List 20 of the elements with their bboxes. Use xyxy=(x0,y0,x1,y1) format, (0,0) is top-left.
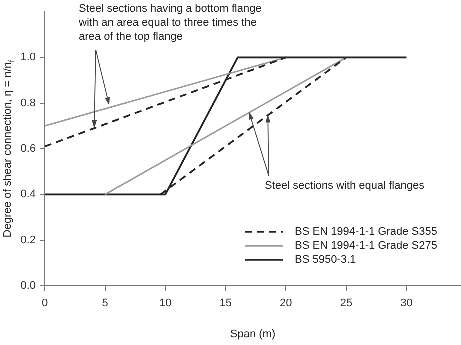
y-tick-label: 1.0 xyxy=(20,52,36,64)
x-tick-label: 20 xyxy=(280,298,292,310)
y-tick-label: 0.2 xyxy=(20,234,36,246)
y-tick-label: 0.6 xyxy=(20,143,36,156)
legend-label: BS EN 1994-1-1 Grade S355 xyxy=(295,226,438,238)
x-tick-label: 25 xyxy=(340,298,353,310)
x-tick-label: 15 xyxy=(220,298,232,310)
annotation: Steel sections with equal flanges xyxy=(265,180,426,192)
annotation: Steel sections having a bottom flange with an area equal to three times the area of the top flange xyxy=(78,3,262,43)
x-tick-label: 5 xyxy=(102,298,108,310)
legend-label: BS 5950-3.1 xyxy=(295,254,356,266)
y-axis-title: Degree of shear connection, η = n/nf xyxy=(2,60,16,238)
x-axis-title: Span (m) xyxy=(230,328,276,340)
y-tick-label: 0.0 xyxy=(20,280,36,292)
x-tick-label: 0 xyxy=(42,298,48,310)
y-tick-label: 0.8 xyxy=(20,97,36,110)
x-tick-label: 10 xyxy=(159,298,172,310)
legend-label: BS EN 1994-1-1 Grade S275 xyxy=(295,240,438,252)
y-tick-label: 0.4 xyxy=(20,188,36,201)
x-tick-label: 30 xyxy=(400,298,413,310)
